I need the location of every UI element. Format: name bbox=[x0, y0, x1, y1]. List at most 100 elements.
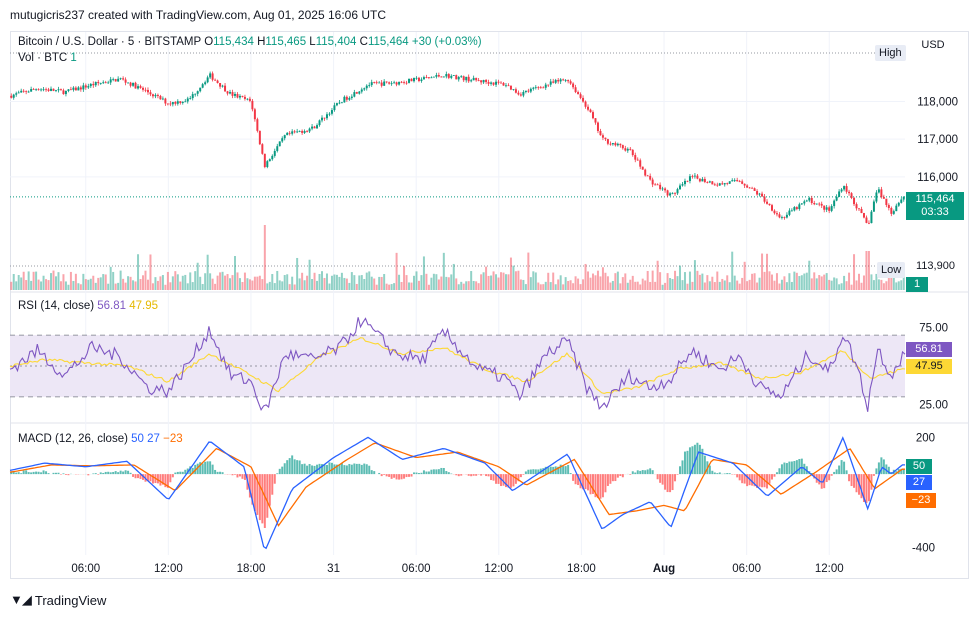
macd-hist-bar bbox=[405, 474, 408, 478]
volume-bar bbox=[430, 277, 433, 290]
candle-body bbox=[353, 92, 356, 97]
candle-body bbox=[768, 203, 771, 206]
volume-bar bbox=[482, 272, 485, 290]
macd-hist-bar bbox=[281, 466, 284, 475]
candle-body bbox=[194, 93, 197, 95]
volume-bar bbox=[862, 275, 865, 290]
candle-body bbox=[191, 94, 194, 99]
volume-label[interactable]: Vol · BTC bbox=[18, 52, 68, 64]
macd-hist-bar bbox=[549, 466, 552, 475]
candle-body bbox=[363, 88, 366, 90]
candle-body bbox=[201, 84, 204, 88]
volume-bar bbox=[266, 283, 269, 290]
macd-hist-bar bbox=[800, 458, 803, 475]
macd-hist-bar bbox=[701, 448, 704, 475]
candle-body bbox=[671, 192, 674, 194]
macd-hist-bar bbox=[350, 464, 353, 475]
volume-bar bbox=[214, 283, 217, 290]
volume-bar bbox=[191, 282, 194, 290]
symbol-label[interactable]: Bitcoin / U.S. Dollar · 5 · BITSTAMP bbox=[18, 36, 201, 48]
macd-hist-bar bbox=[688, 447, 691, 475]
volume-bar bbox=[798, 276, 801, 290]
candle-body bbox=[296, 131, 299, 133]
candle-body bbox=[701, 178, 704, 182]
candle-body bbox=[229, 92, 232, 94]
candle-body bbox=[62, 90, 65, 95]
candle-body bbox=[134, 82, 137, 89]
volume-bar bbox=[688, 271, 691, 290]
candle-body bbox=[119, 78, 122, 80]
volume-bar bbox=[368, 271, 371, 290]
candle-body bbox=[696, 175, 699, 179]
volume-bar bbox=[487, 275, 490, 290]
candle-body bbox=[823, 205, 826, 210]
macd-hist-bar bbox=[778, 468, 781, 475]
candle-body bbox=[775, 213, 778, 215]
volume-bar bbox=[669, 278, 672, 290]
volume-bar bbox=[432, 273, 435, 290]
macd-hist-bar bbox=[524, 471, 527, 475]
macd-hist-bar bbox=[785, 463, 788, 475]
macd-hist-bar bbox=[601, 474, 604, 498]
candle-body bbox=[572, 83, 575, 88]
volume-bar bbox=[594, 275, 597, 290]
volume-bar bbox=[621, 277, 624, 290]
macd-hist-bar bbox=[527, 469, 530, 475]
volume-bar bbox=[843, 275, 846, 290]
macd-hist-bar bbox=[380, 474, 383, 477]
volume-bar bbox=[82, 273, 85, 290]
volume-bar bbox=[509, 257, 512, 290]
candle-body bbox=[746, 185, 749, 188]
currency-button[interactable]: USD bbox=[921, 39, 945, 51]
volume-bar bbox=[97, 277, 100, 290]
volume-bar bbox=[169, 282, 172, 290]
candle-body bbox=[835, 196, 838, 201]
volume-bar bbox=[313, 272, 316, 290]
macd-hist-bar bbox=[119, 470, 122, 475]
volume-bar bbox=[785, 282, 788, 290]
candle-body bbox=[706, 181, 709, 183]
brand[interactable]: ▼◢ TradingView bbox=[10, 592, 106, 608]
candle-body bbox=[800, 203, 803, 205]
volume-bar bbox=[872, 280, 875, 290]
macd-hist-bar bbox=[233, 474, 236, 475]
volume-bar bbox=[639, 284, 642, 290]
macd-hist-bar bbox=[780, 464, 783, 475]
candle-body bbox=[159, 95, 162, 100]
macd-hist-bar bbox=[639, 470, 642, 475]
candle-body bbox=[82, 85, 85, 90]
candle-body bbox=[547, 84, 550, 86]
candle-body bbox=[403, 82, 406, 83]
volume-bar bbox=[629, 279, 632, 290]
volume-bar bbox=[840, 283, 843, 290]
high-label: H bbox=[257, 36, 266, 48]
volume-bar bbox=[137, 254, 140, 290]
macd-hist-bar bbox=[504, 474, 507, 488]
candle-body bbox=[500, 82, 503, 84]
candle-body bbox=[726, 183, 729, 184]
macd-hist-bar bbox=[204, 461, 207, 475]
volume-bar bbox=[867, 251, 870, 290]
candle-body bbox=[457, 77, 460, 80]
volume-bar bbox=[338, 276, 341, 290]
macd-hist-bar bbox=[656, 474, 659, 480]
candle-body bbox=[393, 82, 396, 84]
candle-body bbox=[507, 85, 510, 87]
volume-bar bbox=[591, 273, 594, 290]
x-tick-label: 06:00 bbox=[732, 563, 761, 575]
volume-bar bbox=[763, 271, 766, 290]
volume-bar bbox=[693, 260, 696, 290]
candle-body bbox=[311, 126, 314, 129]
macd-hist-bar bbox=[572, 474, 575, 481]
volume-bar bbox=[490, 275, 493, 290]
candle-body bbox=[233, 93, 236, 96]
candle-body bbox=[410, 78, 413, 82]
volume-bar bbox=[345, 278, 348, 290]
volume-bar bbox=[890, 271, 893, 290]
candle-body bbox=[186, 98, 189, 102]
low-value: 115,404 bbox=[315, 36, 357, 48]
macd-label[interactable]: MACD (12, 26, close) bbox=[18, 433, 128, 445]
rsi-label[interactable]: RSI (14, close) bbox=[18, 300, 95, 312]
volume-bar bbox=[330, 275, 333, 290]
